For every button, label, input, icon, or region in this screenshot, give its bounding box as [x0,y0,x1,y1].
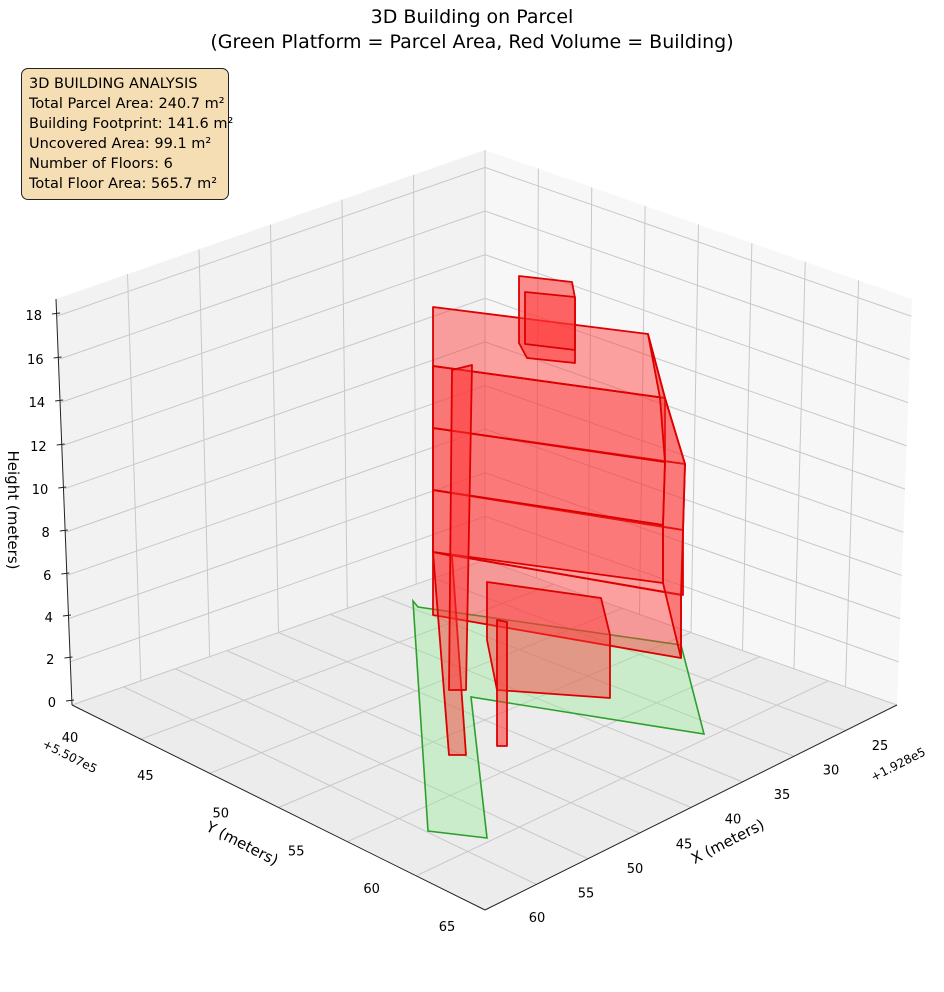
x-tick-label: 55 [578,886,595,901]
x-tick-label: 30 [823,764,840,779]
building-side-face [647,333,686,659]
y-tick-label: 50 [213,807,230,822]
right-pane [485,150,912,705]
y-tick-label: 40 [62,731,79,746]
chart-subtitle: (Green Platform = Parcel Area, Red Volum… [210,31,734,53]
z-tick-label: 2 [46,653,54,668]
z-tick-mark [55,399,64,402]
gridline [347,656,760,843]
building-wing [448,364,473,691]
z-tick-label: 16 [27,353,44,368]
z-axis-label: Height (meters) [4,451,22,570]
left-pane [56,150,485,705]
z-tick-label: 6 [43,569,51,584]
gridline [413,174,417,585]
gridline [341,199,348,609]
y-axis-label: Y (meters) [202,817,281,869]
z-tick-label: 10 [32,483,49,498]
z-tick-mark [59,529,68,532]
z-tick-mark [64,656,73,659]
gridline [845,280,860,687]
building-annex [486,581,611,699]
info-line: Total Floor Area: 565.7 m² [29,176,218,192]
floor-pane [72,560,897,910]
z-tick-mark [58,486,67,489]
axes [55,298,898,911]
building-volume [412,275,706,839]
z-tick-mark [62,614,71,617]
gridline [127,274,142,681]
gridline [793,261,806,669]
z-tick-mark [53,356,62,359]
axis-ticks: 0 2 4 6 8 10 12 14 16 18 25 30 35 40 45 50 55 60 40 45 50 55 6… [26,309,889,935]
y-tick-label: 55 [288,844,305,859]
y-tick-label: 65 [439,920,456,935]
gridline [742,243,753,651]
x-tick-label: 35 [774,788,791,803]
z-tick-mark [65,699,75,702]
y-tick-label: 45 [137,769,154,784]
building-roof-tower-face [524,291,576,351]
gridline [690,224,699,633]
gridline [270,224,279,633]
z-tick-label: 14 [29,396,46,411]
info-line: Total Parcel Area: 240.7 m² [29,96,225,112]
gridline [415,680,829,877]
z-tick-mark [56,443,65,446]
z-tick-label: 8 [42,526,50,541]
info-heading: 3D BUILDING ANALYSIS [29,76,198,92]
x-tick-label: 50 [627,862,644,877]
building-roof-tower [518,275,576,364]
z-tick-label: 12 [30,440,47,455]
gridline [587,187,593,597]
info-line: Building Footprint: 141.6 m² [29,116,234,132]
z-tick-label: 18 [26,309,43,324]
info-line: Number of Floors: 6 [29,156,173,172]
z-tick-label: 0 [48,696,56,711]
analysis-info-box: 3D BUILDING ANALYSIS Total Parcel Area: … [21,68,234,200]
y-tick-label: 60 [363,882,380,897]
chart-title: 3D Building on Parcel [370,6,574,28]
building-annex-column [496,619,508,747]
gridline [140,583,554,740]
x-tick-label: 60 [529,911,546,926]
z-tick-mark [51,312,61,315]
z-tick-label: 4 [45,611,53,626]
gridline [536,168,539,579]
info-line: Uncovered Area: 99.1 m² [29,136,212,152]
gridline [198,249,211,657]
x-tick-label: 45 [676,837,693,852]
gridline [278,632,692,808]
z-tick-mark [61,572,70,575]
x-tick-label: 40 [725,813,742,828]
x-tick-label: 25 [872,739,889,754]
gridline [639,205,646,615]
